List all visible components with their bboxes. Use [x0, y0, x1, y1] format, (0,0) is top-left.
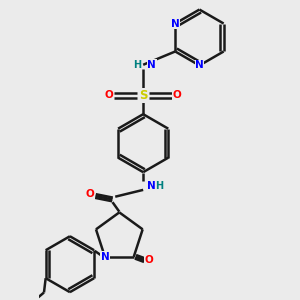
Text: H: H	[134, 60, 142, 70]
Text: N: N	[100, 252, 109, 262]
Text: N: N	[147, 60, 156, 70]
Text: N: N	[147, 181, 156, 191]
Text: N: N	[195, 61, 204, 70]
Text: H: H	[155, 181, 163, 191]
Text: O: O	[105, 91, 113, 100]
Text: O: O	[86, 189, 95, 199]
Text: O: O	[173, 91, 182, 100]
Text: N: N	[171, 19, 180, 28]
Text: S: S	[139, 89, 147, 102]
Text: O: O	[145, 255, 154, 265]
